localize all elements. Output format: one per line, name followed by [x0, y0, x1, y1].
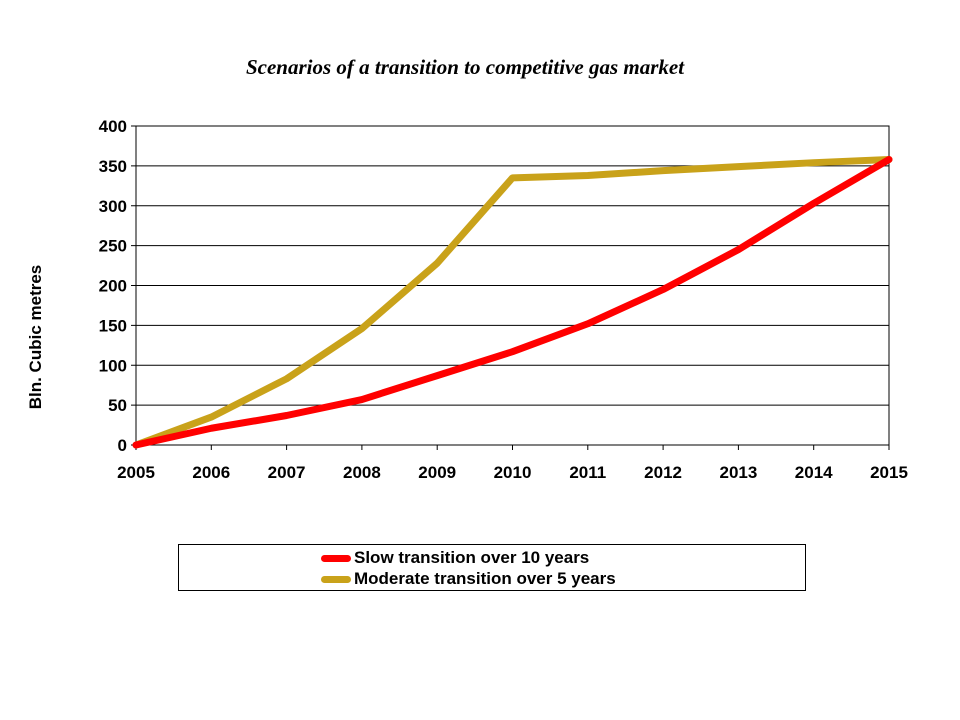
x-tick-label: 2015	[870, 463, 908, 482]
x-tick-label: 2010	[494, 463, 532, 482]
x-tick-label: 2011	[569, 463, 606, 482]
y-tick-label: 350	[99, 157, 127, 176]
y-tick-label: 0	[118, 436, 127, 455]
x-tick-label: 2005	[117, 463, 155, 482]
axis-ticks: 0 50 100 150 200 250 300 350 400 2005 2006 2007 2008…	[99, 117, 908, 482]
y-tick-label: 150	[99, 316, 127, 335]
chart-title: Scenarios of a transition to competitive…	[245, 55, 685, 79]
x-tick-label: 2006	[192, 463, 230, 482]
legend-item-moderate: Moderate transition over 5 years	[321, 569, 616, 589]
legend-swatch-moderate	[321, 575, 351, 583]
y-tick-label: 250	[99, 237, 127, 256]
x-tick-label: 2014	[795, 463, 833, 482]
series-lines	[132, 155, 893, 449]
legend: Slow transition over 10 years Moderate t…	[178, 544, 806, 591]
y-tick-label: 300	[99, 197, 127, 216]
legend-item-slow: Slow transition over 10 years	[321, 548, 589, 568]
x-tick-label: 2012	[644, 463, 682, 482]
legend-label-moderate: Moderate transition over 5 years	[354, 569, 616, 588]
x-tick-label: 2008	[343, 463, 381, 482]
y-tick-label: 400	[99, 117, 127, 136]
series-line-moderate	[132, 155, 893, 449]
x-tick-label: 2013	[719, 463, 757, 482]
x-tick-label: 2007	[268, 463, 306, 482]
series-line-slow	[132, 155, 893, 449]
y-tick-label: 50	[108, 396, 127, 415]
legend-swatch-slow	[321, 554, 351, 562]
x-tick-label: 2009	[418, 463, 456, 482]
legend-label-slow: Slow transition over 10 years	[354, 548, 590, 567]
y-tick-label: 200	[99, 277, 127, 296]
y-tick-label: 100	[99, 356, 127, 375]
